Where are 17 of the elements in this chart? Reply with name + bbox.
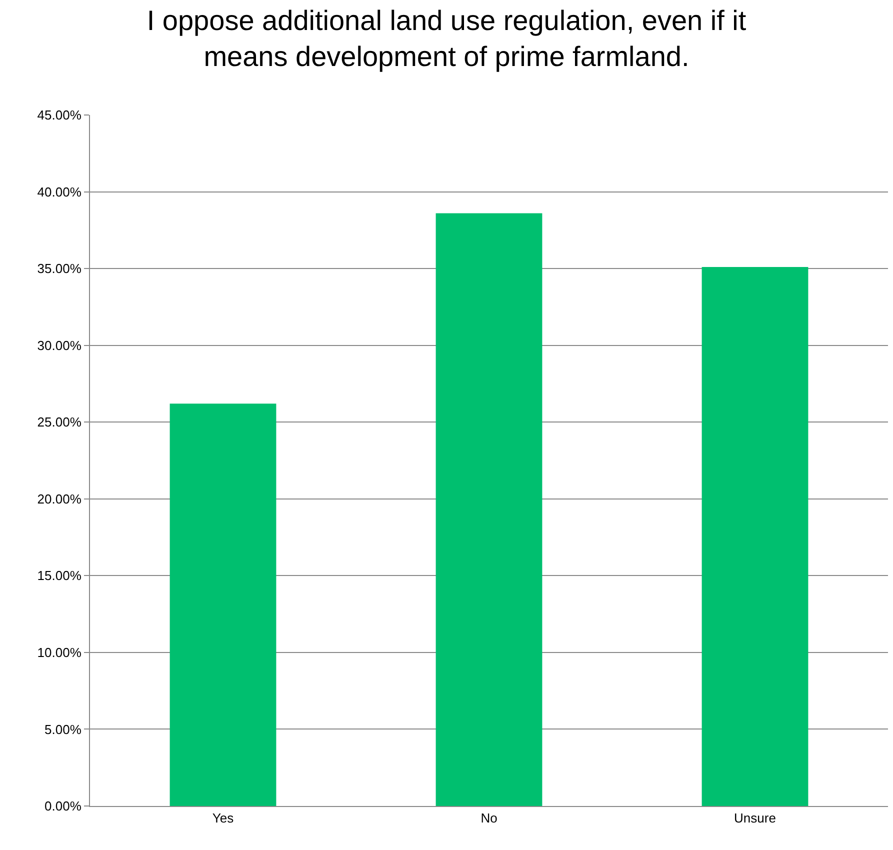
y-tick-label: 40.00% — [37, 184, 82, 200]
x-tick-label: Yes — [212, 810, 234, 826]
y-tick-label: 10.00% — [37, 644, 82, 660]
bar — [436, 213, 542, 806]
y-tick-label: 0.00% — [44, 798, 82, 814]
bar — [702, 267, 808, 806]
y-tick-label: 35.00% — [37, 261, 82, 276]
x-tick-label: No — [480, 810, 498, 826]
y-tick-label: 20.00% — [37, 491, 82, 506]
x-tick-label: Unsure — [734, 810, 776, 826]
y-tick-label: 5.00% — [44, 722, 82, 737]
bar — [170, 404, 276, 806]
y-tick-label: 30.00% — [37, 338, 82, 353]
chart-title: I oppose additional land use regulation, even if it means development of prime farmland. — [146, 4, 746, 72]
y-tick-label: 25.00% — [37, 414, 82, 430]
y-tick-label: 45.00% — [37, 108, 82, 123]
y-tick-label: 15.00% — [37, 568, 82, 584]
